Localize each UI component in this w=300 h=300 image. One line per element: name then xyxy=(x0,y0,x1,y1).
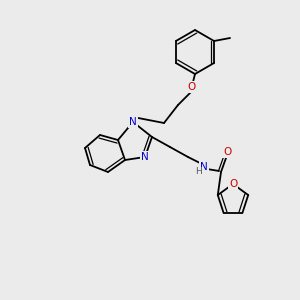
Text: O: O xyxy=(229,179,237,189)
Text: N: N xyxy=(200,162,208,172)
Text: N: N xyxy=(141,152,149,162)
Text: O: O xyxy=(223,147,231,157)
Text: H: H xyxy=(195,167,201,176)
Text: N: N xyxy=(129,117,137,127)
Text: O: O xyxy=(188,82,196,92)
